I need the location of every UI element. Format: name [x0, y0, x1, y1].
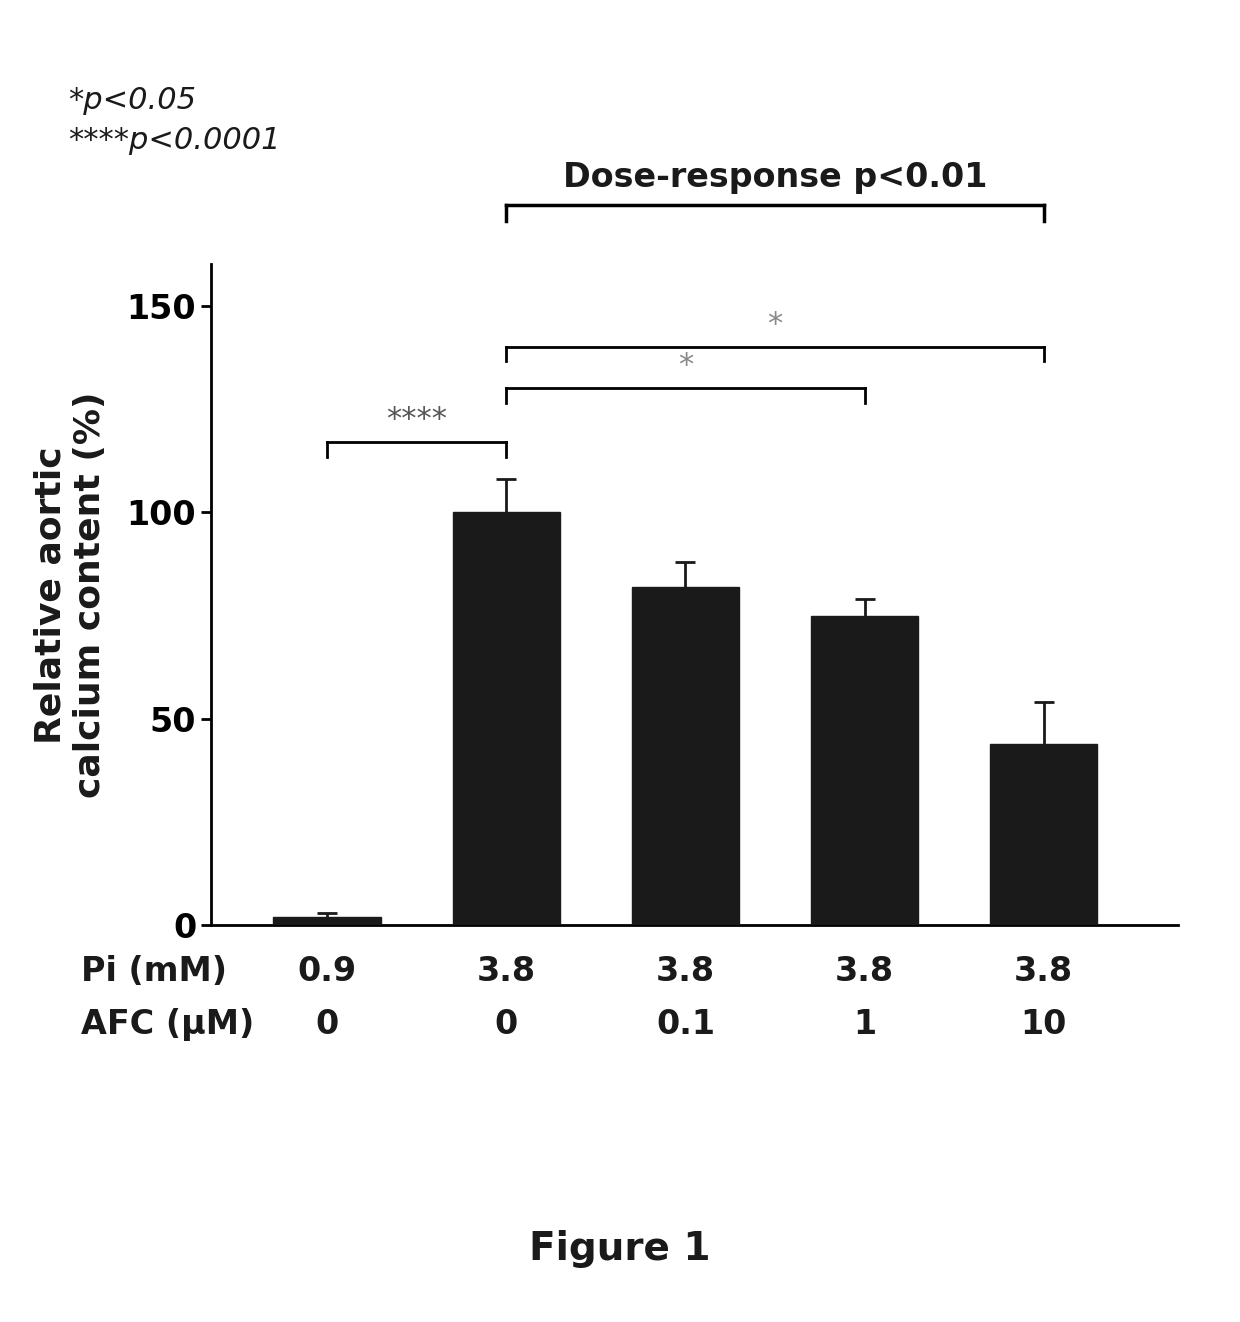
Text: 10: 10: [1021, 1009, 1066, 1040]
Text: 0: 0: [316, 1009, 339, 1040]
Bar: [453, 512, 560, 925]
Text: *: *: [768, 309, 782, 338]
Text: 3.8: 3.8: [835, 956, 894, 988]
Bar: [274, 917, 381, 925]
Text: *p<0.05: *p<0.05: [68, 86, 196, 115]
Text: AFC (μM): AFC (μM): [81, 1009, 254, 1040]
Text: 3.8: 3.8: [1014, 956, 1074, 988]
Bar: [631, 587, 739, 925]
Text: 0.1: 0.1: [656, 1009, 715, 1040]
Text: 3.8: 3.8: [656, 956, 715, 988]
Bar: [990, 743, 1097, 925]
Text: 1: 1: [853, 1009, 877, 1040]
Text: 0.9: 0.9: [298, 956, 357, 988]
Y-axis label: Relative aortic
calcium content (%): Relative aortic calcium content (%): [33, 391, 107, 798]
Text: 3.8: 3.8: [476, 956, 536, 988]
Text: Pi (mM): Pi (mM): [81, 956, 227, 988]
Text: 0: 0: [495, 1009, 518, 1040]
Text: ****: ****: [387, 405, 448, 434]
Bar: [811, 616, 919, 925]
Text: ****p<0.0001: ****p<0.0001: [68, 126, 280, 155]
Text: *: *: [678, 352, 693, 379]
Text: Dose-response p<0.01: Dose-response p<0.01: [563, 161, 987, 194]
Text: Figure 1: Figure 1: [529, 1231, 711, 1268]
